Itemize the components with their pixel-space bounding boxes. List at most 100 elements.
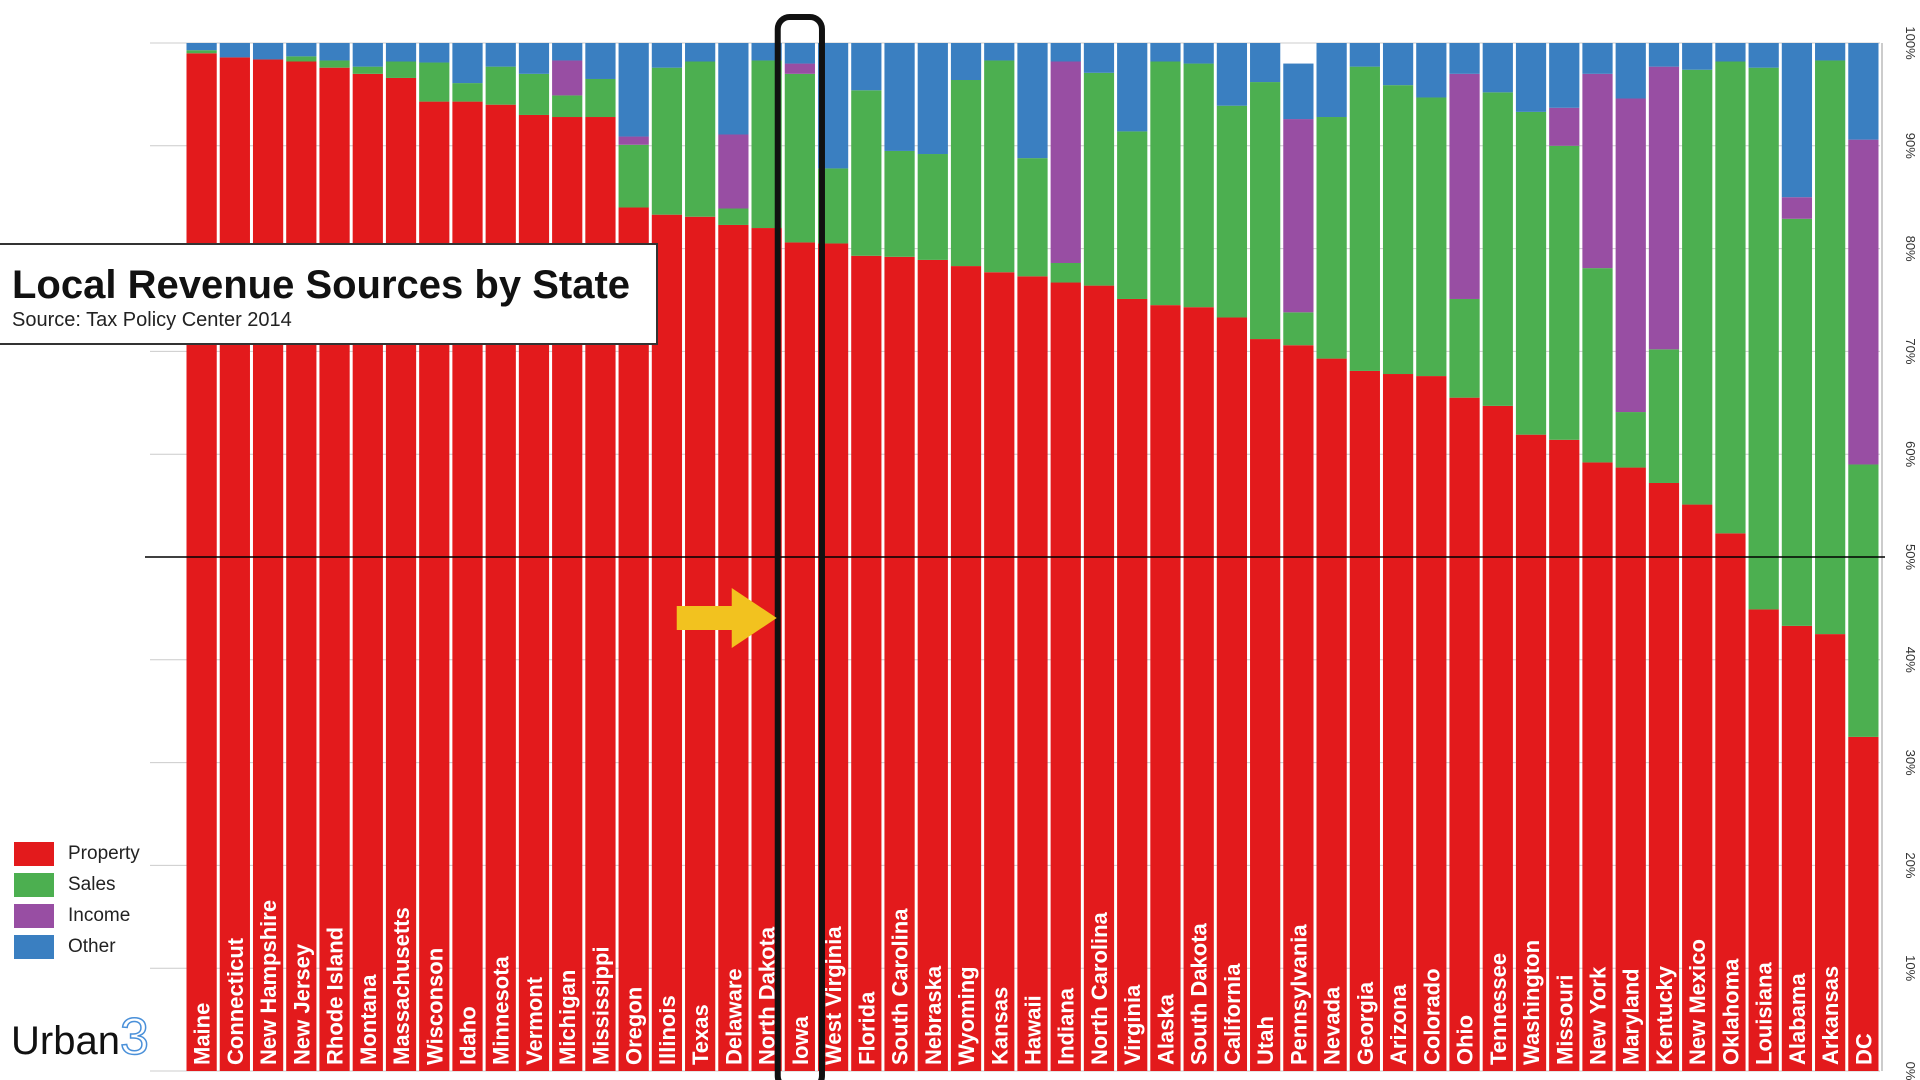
logo-text: Urban [11,1019,120,1063]
bar-segment-income [1781,197,1813,219]
bar-segment-other [1150,43,1181,62]
category-label: Colorado [1419,968,1444,1065]
category-label: Kansas [987,987,1012,1065]
bar-segment-other [1582,43,1613,74]
bar-segment-other [452,43,483,84]
bar-segment-other [319,43,350,61]
category-label: Illinois [655,995,680,1065]
bar-segment-other [219,43,250,58]
bar-segment-sales [552,95,583,118]
bar-segment-other [917,43,948,155]
logo-mark: 3 [119,1008,149,1066]
category-label: Texas [688,1004,713,1065]
category-label: West Virginia [821,926,846,1065]
bar-segment-property [1482,405,1513,1071]
category-label: Nevada [1320,986,1345,1065]
category-label: New Jersey [289,943,314,1065]
bar-segment-property [1382,374,1414,1071]
category-label: Maine [190,1003,215,1065]
category-label: Connecticut [223,937,248,1065]
category-label: Florida [854,991,879,1065]
bar-segment-other [1715,43,1746,62]
bar-segment-sales [784,73,815,243]
category-label: Wyoming [954,966,979,1065]
highlight-arrow [676,588,777,648]
bar-segment-property [1017,276,1048,1072]
category-label: Rhode Island [323,927,348,1065]
y-tick-label: 20% [1903,852,1918,878]
y-tick-label: 30% [1903,750,1918,776]
bar-segment-sales [984,60,1015,273]
legend-swatch-sales [14,872,54,897]
bar-segment-other [1549,43,1580,108]
bar-segment-sales [685,61,716,217]
category-label: Indiana [1054,987,1079,1065]
category-label: Pennsylvania [1286,924,1311,1065]
bar-segment-property [1117,298,1148,1071]
bar-segment-sales [1482,92,1513,406]
bar-segment-property [1349,370,1380,1071]
category-label: California [1220,963,1245,1065]
category-label: Delaware [721,968,746,1065]
bar-segment-sales [385,61,417,78]
bar-segment-sales [419,62,450,102]
bar-segment-property [1549,439,1580,1072]
bar-segment-sales [518,73,550,115]
bar-segment-other [186,43,217,51]
bar-segment-property [1250,339,1281,1072]
category-label: Idaho [456,1006,481,1065]
bar-segment-income [1648,66,1680,350]
bar-segment-sales [485,66,516,105]
bar-segment-property [286,61,317,1071]
category-label: Washington [1519,940,1544,1065]
bar-segment-sales [1848,464,1879,737]
bar-segment-other [1316,43,1347,118]
bar-segment-property [950,266,982,1071]
bar-segment-other [1283,63,1314,120]
bar-segment-property [319,67,350,1071]
bar-segment-other [286,43,317,57]
bar-segment-property [984,272,1015,1071]
bar-segment-property [1515,434,1547,1072]
category-label: Georgia [1353,981,1378,1065]
bar-segment-other [984,43,1015,61]
bar-segment-property [1781,625,1813,1071]
bar-segment-property [186,53,217,1071]
bar-segment-other [950,43,982,81]
bar-segment-sales [1449,298,1480,398]
legend-label: Property [68,842,140,864]
bar-segment-property [1582,462,1613,1071]
category-label: New Mexico [1685,939,1710,1065]
bar-segment-sales [1050,262,1081,283]
legend-item-income: Income [14,900,140,931]
bar-segment-sales [1781,218,1813,626]
y-tick-label: 40% [1903,647,1918,673]
bar-segment-property [1416,376,1447,1071]
bar-segment-other [851,43,882,91]
bar-segment-income [1615,98,1646,413]
bar-segment-sales [1715,61,1746,534]
bar-segment-other [1083,43,1115,73]
urban3-logo: Urban3 [11,1010,150,1064]
legend-swatch-income [14,903,54,928]
bar-segment-property [917,259,948,1072]
category-label: Arizona [1386,984,1411,1065]
bar-segment-sales [1515,111,1547,435]
bar-segment-property [784,242,815,1071]
bar-segment-property [219,57,250,1072]
bar-segment-sales [1416,97,1447,377]
bar-segment-other [1781,43,1813,198]
bar-segment-property [1216,317,1248,1071]
bar-segment-sales [1316,117,1347,359]
category-label: North Carolina [1087,911,1112,1065]
bar-segment-other [685,43,716,62]
category-label: Montana [356,974,381,1065]
category-label: Alaska [1153,993,1178,1065]
y-tick-label: 70% [1903,338,1918,364]
bar-segment-property [1283,345,1314,1071]
bar-segment-income [552,60,583,96]
bar-segment-sales [352,66,383,74]
bar-segment-other [552,43,583,61]
bar-segment-other [651,43,683,68]
chart-title: Local Revenue Sources by State [12,263,631,307]
